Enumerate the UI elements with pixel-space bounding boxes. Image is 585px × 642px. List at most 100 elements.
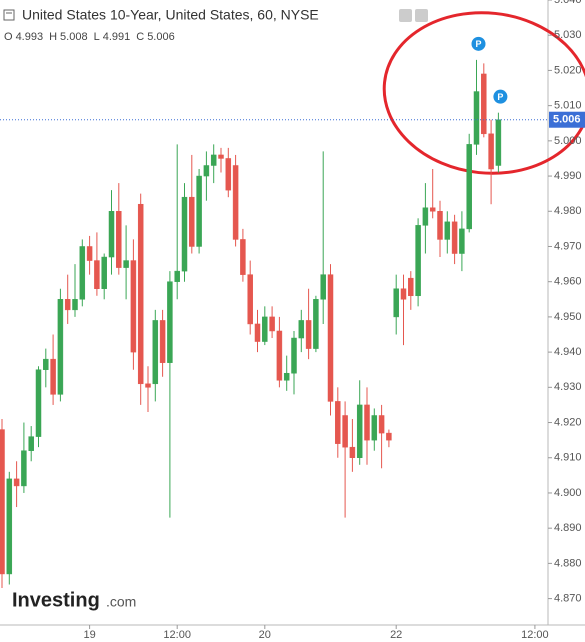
- candle-body: [101, 256, 107, 289]
- settings-icon[interactable]: [399, 9, 412, 22]
- y-tick-label: 4.890: [554, 522, 582, 534]
- ohlc-value: 5.006: [147, 31, 175, 43]
- ohlc-readout: O 4.993 H 5.008 L 4.991 C 5.006: [4, 31, 175, 43]
- candle-body: [408, 277, 414, 297]
- candle-body: [400, 288, 407, 300]
- last-price-label: 5.006: [553, 114, 581, 126]
- y-tick-label: 5.000: [554, 135, 582, 147]
- close-icon[interactable]: [415, 9, 428, 22]
- candle-body: [130, 260, 137, 353]
- candle-body: [305, 320, 312, 349]
- y-tick-label: 4.970: [554, 240, 582, 252]
- candle-body: [210, 154, 217, 166]
- candle-body: [313, 299, 319, 349]
- candle-body: [298, 320, 305, 339]
- event-marker-label: P: [497, 92, 503, 102]
- candle-body: [6, 478, 13, 575]
- y-tick-label: 5.040: [554, 0, 582, 6]
- y-tick-label: 5.010: [554, 100, 582, 112]
- y-tick-label: 4.900: [554, 487, 582, 499]
- candle-body: [444, 221, 451, 240]
- candle-body: [429, 207, 436, 212]
- candle-body: [189, 196, 195, 247]
- candle-body: [28, 436, 34, 451]
- menu-icon[interactable]: [3, 9, 15, 21]
- candle-body: [364, 404, 370, 441]
- candle-body: [459, 228, 465, 254]
- candle-body: [473, 91, 480, 145]
- y-tick-label: 5.030: [554, 29, 582, 41]
- ohlc-label: C: [136, 31, 144, 43]
- candle-body: [21, 450, 27, 487]
- candle-body: [481, 73, 487, 135]
- candle-body: [240, 239, 246, 275]
- x-tick-label: 22: [390, 629, 402, 641]
- last-price-box: [549, 111, 585, 128]
- candle-body: [181, 196, 188, 272]
- candle-body: [57, 299, 64, 395]
- candle-body: [174, 270, 180, 282]
- candle-body: [422, 207, 429, 226]
- candle-body: [371, 415, 378, 441]
- candle-body: [276, 330, 283, 381]
- candle-body: [342, 415, 348, 448]
- candle-body: [495, 119, 502, 166]
- candle-body: [451, 221, 458, 254]
- candle-body: [116, 211, 122, 268]
- ohlc-label: L: [94, 31, 100, 43]
- candle-body: [378, 415, 385, 434]
- candle-body: [196, 175, 202, 247]
- candle-body: [225, 158, 232, 191]
- candle-body: [79, 246, 86, 300]
- y-tick-label: 4.920: [554, 416, 582, 428]
- y-tick-label: 4.930: [554, 381, 582, 393]
- candle-body: [262, 316, 268, 342]
- event-marker: [493, 89, 508, 104]
- candle-body: [393, 288, 399, 318]
- x-tick-label: 19: [83, 629, 95, 641]
- candle-body: [86, 246, 93, 261]
- candle-body: [269, 316, 275, 332]
- candle-body: [349, 446, 356, 458]
- highlight-ellipse: [382, 11, 585, 175]
- candle-body: [232, 165, 239, 240]
- x-tick-label: 20: [259, 629, 271, 641]
- y-tick-label: 4.950: [554, 311, 582, 323]
- candle-body: [203, 165, 210, 177]
- y-tick-label: 4.910: [554, 452, 582, 464]
- y-tick-label: 4.980: [554, 205, 582, 217]
- event-marker: [471, 36, 486, 51]
- candle-body: [167, 281, 173, 363]
- chart-title: United States 10-Year, United States, 60…: [22, 7, 319, 23]
- candle-body: [159, 320, 166, 363]
- candle-body: [327, 274, 334, 402]
- ohlc-value: 5.008: [60, 31, 88, 43]
- y-tick-label: 5.020: [554, 64, 582, 76]
- candle-body: [415, 225, 421, 297]
- ohlc-label: O: [4, 31, 13, 43]
- candle-body: [94, 260, 100, 289]
- candle-body: [218, 154, 224, 159]
- candle-body: [145, 383, 151, 388]
- candle-body: [335, 401, 341, 444]
- candle-body: [437, 211, 443, 240]
- x-tick-label: 12:00: [521, 629, 549, 641]
- event-marker-label: P: [475, 39, 481, 49]
- candle-body: [13, 478, 20, 487]
- header: United States 10-Year, United States, 60…: [3, 7, 428, 23]
- ohlc-value: 4.993: [16, 31, 44, 43]
- candle-body: [43, 358, 49, 370]
- candle-body: [386, 432, 392, 441]
- ohlc-label: H: [49, 31, 57, 43]
- y-tick-label: 4.940: [554, 346, 582, 358]
- y-tick-label: 4.880: [554, 557, 582, 569]
- y-tick-label: 4.960: [554, 276, 582, 288]
- logo: Investing .com: [12, 589, 136, 611]
- logo-name: Investing: [12, 589, 100, 611]
- candle-body: [64, 299, 71, 311]
- candle-body: [108, 211, 115, 258]
- candle-body: [137, 203, 144, 385]
